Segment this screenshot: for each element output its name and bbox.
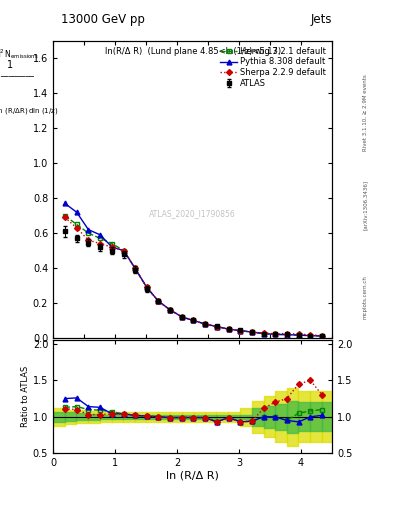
Pythia 8.308 default <box>144 284 149 290</box>
Text: 13000 GeV pp: 13000 GeV pp <box>61 13 145 26</box>
Herwig 7.2.1 default <box>250 329 254 335</box>
Text: Jets: Jets <box>310 13 332 26</box>
Herwig 7.2.1 default <box>296 332 301 338</box>
Herwig 7.2.1 default <box>215 324 219 330</box>
Sherpa 2.2.9 default <box>226 326 231 332</box>
Sherpa 2.2.9 default <box>98 241 103 247</box>
Pythia 8.308 default <box>156 298 161 304</box>
Herwig 7.2.1 default <box>320 333 325 339</box>
Herwig 7.2.1 default <box>226 326 231 332</box>
Herwig 7.2.1 default <box>110 241 114 247</box>
Herwig 7.2.1 default <box>168 307 173 313</box>
Text: [arXiv:1306.3436]: [arXiv:1306.3436] <box>363 180 368 230</box>
Pythia 8.308 default <box>121 247 126 253</box>
Sherpa 2.2.9 default <box>132 265 137 271</box>
Sherpa 2.2.9 default <box>121 247 126 253</box>
Sherpa 2.2.9 default <box>180 314 184 320</box>
Sherpa 2.2.9 default <box>144 284 149 290</box>
Herwig 7.2.1 default <box>132 265 137 271</box>
Pythia 8.308 default <box>320 333 325 339</box>
Sherpa 2.2.9 default <box>308 332 313 338</box>
Line: Pythia 8.308 default: Pythia 8.308 default <box>62 201 325 338</box>
Herwig 7.2.1 default <box>74 221 79 227</box>
Pythia 8.308 default <box>285 332 289 338</box>
Line: Herwig 7.2.1 default: Herwig 7.2.1 default <box>62 213 325 338</box>
Sherpa 2.2.9 default <box>250 329 254 335</box>
Pythia 8.308 default <box>215 324 219 330</box>
Pythia 8.308 default <box>226 326 231 332</box>
Sherpa 2.2.9 default <box>238 328 242 334</box>
Herwig 7.2.1 default <box>98 236 103 242</box>
Pythia 8.308 default <box>168 307 173 313</box>
Pythia 8.308 default <box>273 331 277 337</box>
Sherpa 2.2.9 default <box>168 307 173 313</box>
Sherpa 2.2.9 default <box>203 321 208 327</box>
Sherpa 2.2.9 default <box>156 298 161 304</box>
Herwig 7.2.1 default <box>86 230 91 236</box>
Herwig 7.2.1 default <box>62 212 67 219</box>
Pythia 8.308 default <box>203 321 208 327</box>
Sherpa 2.2.9 default <box>215 324 219 330</box>
Sherpa 2.2.9 default <box>86 237 91 243</box>
Text: ATLAS_2020_I1790856: ATLAS_2020_I1790856 <box>149 209 236 218</box>
Pythia 8.308 default <box>180 314 184 320</box>
Herwig 7.2.1 default <box>180 314 184 320</box>
Y-axis label: Ratio to ATLAS: Ratio to ATLAS <box>21 366 30 428</box>
X-axis label: ln (R/Δ R): ln (R/Δ R) <box>166 471 219 481</box>
Pythia 8.308 default <box>110 244 114 250</box>
Sherpa 2.2.9 default <box>261 330 266 336</box>
Text: ln(R/Δ R)  (Lund plane 4.85<ln(1/z)<5.13): ln(R/Δ R) (Lund plane 4.85<ln(1/z)<5.13) <box>105 47 281 56</box>
Sherpa 2.2.9 default <box>74 225 79 231</box>
Sherpa 2.2.9 default <box>320 333 325 339</box>
Pythia 8.308 default <box>98 232 103 238</box>
Text: 1: 1 <box>7 60 13 70</box>
Text: mcplots.cern.ch: mcplots.cern.ch <box>363 275 368 319</box>
Sherpa 2.2.9 default <box>296 331 301 337</box>
Herwig 7.2.1 default <box>261 330 266 336</box>
Pythia 8.308 default <box>308 333 313 339</box>
Sherpa 2.2.9 default <box>191 317 196 324</box>
Pythia 8.308 default <box>250 329 254 335</box>
Pythia 8.308 default <box>132 265 137 271</box>
Pythia 8.308 default <box>74 209 79 215</box>
Text: $\mathregular{N_{jets}\,d\ln\,(R/\Delta R)\,d\ln\,(1/z)}$: $\mathregular{N_{jets}\,d\ln\,(R/\Delta … <box>0 106 58 118</box>
Sherpa 2.2.9 default <box>273 331 277 337</box>
Herwig 7.2.1 default <box>121 247 126 253</box>
Herwig 7.2.1 default <box>285 332 289 338</box>
Sherpa 2.2.9 default <box>62 215 67 221</box>
Sherpa 2.2.9 default <box>110 244 114 250</box>
Pythia 8.308 default <box>86 226 91 232</box>
Pythia 8.308 default <box>238 328 242 334</box>
Sherpa 2.2.9 default <box>285 330 289 336</box>
Text: Rivet 3.1.10, ≥ 2.9M events: Rivet 3.1.10, ≥ 2.9M events <box>363 74 368 151</box>
Pythia 8.308 default <box>296 332 301 338</box>
Text: $\mathregular{d^2\,N_{emissions}}$: $\mathregular{d^2\,N_{emissions}}$ <box>0 47 39 61</box>
Herwig 7.2.1 default <box>144 284 149 290</box>
Pythia 8.308 default <box>62 200 67 206</box>
Text: ────────: ──────── <box>0 74 34 79</box>
Herwig 7.2.1 default <box>308 333 313 339</box>
Herwig 7.2.1 default <box>238 328 242 334</box>
Pythia 8.308 default <box>191 317 196 324</box>
Herwig 7.2.1 default <box>156 298 161 304</box>
Pythia 8.308 default <box>261 330 266 336</box>
Herwig 7.2.1 default <box>191 317 196 324</box>
Line: Sherpa 2.2.9 default: Sherpa 2.2.9 default <box>63 216 324 338</box>
Herwig 7.2.1 default <box>273 331 277 337</box>
Herwig 7.2.1 default <box>203 321 208 327</box>
Legend: Herwig 7.2.1 default, Pythia 8.308 default, Sherpa 2.2.9 default, ATLAS: Herwig 7.2.1 default, Pythia 8.308 defau… <box>219 45 328 90</box>
